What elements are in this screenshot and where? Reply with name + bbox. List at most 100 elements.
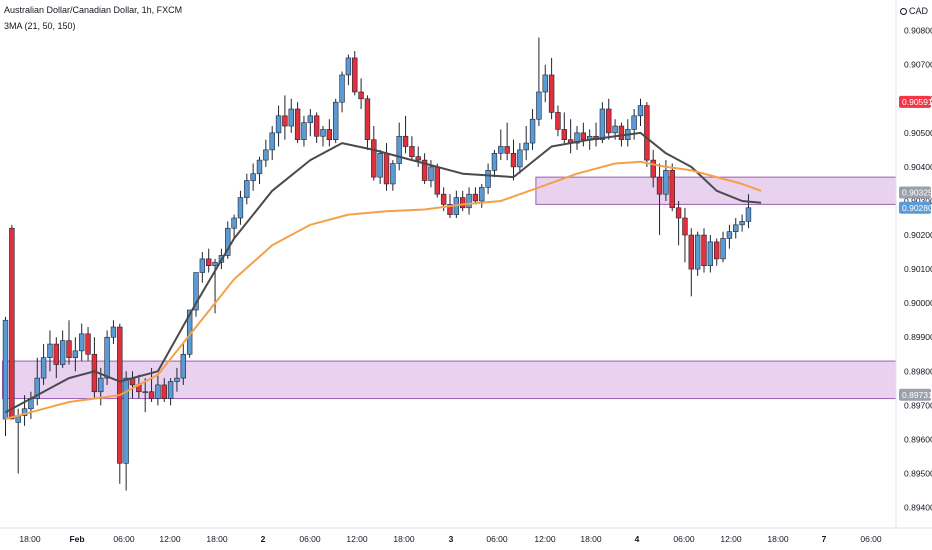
- candle-55: [352, 51, 358, 96]
- y-tick-label: 0.89800: [904, 366, 932, 376]
- candle-body: [491, 152, 498, 171]
- candle-body: [21, 408, 28, 416]
- candle-31: [199, 252, 206, 283]
- candle-63: [402, 115, 409, 154]
- candle-111: [707, 235, 714, 273]
- price-label-bg: [899, 201, 931, 214]
- time-axis[interactable]: 18:00 Feb 06:00 12:00 18:00 2 06:00 12:00 18:00 3…: [0, 527, 932, 550]
- candle-45: [288, 98, 294, 133]
- candle-109: [694, 231, 701, 276]
- candle-body: [574, 132, 580, 144]
- price-label-bg: [899, 95, 931, 108]
- candle-85: [542, 64, 548, 103]
- x-tick-label: Feb: [69, 534, 84, 544]
- candle-body: [244, 180, 250, 198]
- candle-32: [206, 248, 212, 273]
- candle-body: [415, 156, 421, 161]
- candle-88: [561, 112, 568, 144]
- candle-64: [409, 136, 415, 161]
- candle-51: [326, 119, 333, 147]
- candle-30: [193, 272, 199, 317]
- candle-99: [631, 109, 637, 140]
- price-label-text: 0.90591: [902, 97, 932, 107]
- candle-body: [332, 101, 339, 140]
- candle-body: [713, 241, 720, 260]
- y-tick-label: 0.89600: [904, 434, 932, 444]
- candle-41: [263, 139, 269, 167]
- price-axis[interactable]: 0.908000.907000.906000.905000.904000.903…: [895, 0, 932, 550]
- candle-body: [396, 135, 402, 164]
- candle-body: [612, 125, 618, 134]
- candle-40: [256, 156, 263, 184]
- candle-116: [739, 214, 745, 232]
- candle-68: [434, 163, 440, 198]
- candle-body: [739, 221, 745, 226]
- candle-body: [644, 105, 650, 161]
- candle-27: [174, 367, 180, 392]
- candle-body: [675, 207, 682, 219]
- x-tick-label: 06:00: [113, 534, 135, 544]
- candle-72: [459, 190, 466, 212]
- candle-body: [707, 241, 714, 267]
- price-label-text: 0.90280: [902, 203, 932, 213]
- candle-body: [301, 122, 307, 140]
- candle-body: [352, 57, 358, 93]
- candle-body: [155, 384, 161, 399]
- x-tick-label: 18:00: [206, 534, 228, 544]
- candle-body: [485, 170, 491, 188]
- candle-108: [688, 228, 695, 297]
- x-tick-label: 06:00: [299, 534, 321, 544]
- y-tick-label: 0.90200: [904, 230, 932, 240]
- x-tick-label: 12:00: [159, 534, 181, 544]
- candle-61: [390, 160, 396, 191]
- candle-8: [53, 337, 60, 379]
- candle-3: [21, 395, 28, 426]
- candle-body: [599, 108, 606, 140]
- candle-body: [523, 142, 529, 151]
- candle-57: [364, 95, 371, 150]
- indicator-legend[interactable]: 3MA (21, 50, 150): [4, 21, 76, 31]
- candle-66: [421, 153, 428, 184]
- y-tick-label: 0.90100: [904, 264, 932, 274]
- candle-65: [415, 146, 421, 167]
- price-label-0: 0.90591: [899, 95, 932, 108]
- time-axis-bg: [0, 528, 932, 550]
- candle-body: [428, 166, 434, 181]
- candle-body: [40, 357, 47, 379]
- x-tick-label: 18:00: [19, 534, 41, 544]
- candle-body: [745, 207, 752, 222]
- candle-93: [593, 122, 599, 147]
- candle-body: [98, 377, 104, 393]
- candle-body: [282, 115, 288, 127]
- candle-body: [459, 197, 466, 209]
- candle-body: [2, 319, 9, 420]
- candle-12: [79, 323, 85, 362]
- price-axis-bg: [896, 0, 932, 550]
- candle-body: [688, 234, 695, 270]
- y-tick-label: 0.89500: [904, 468, 932, 478]
- candle-body: [307, 115, 313, 123]
- candle-81: [517, 143, 523, 174]
- candle-body: [390, 163, 396, 185]
- candle-56: [358, 78, 364, 110]
- candle-body: [580, 132, 587, 140]
- candle-106: [675, 200, 682, 246]
- candle-77: [491, 149, 498, 178]
- price-label-3: 0.89731: [899, 388, 932, 401]
- candle-body: [256, 159, 263, 175]
- candle-body: [9, 227, 15, 420]
- candle-body: [263, 149, 269, 161]
- candle-body: [85, 333, 91, 355]
- candle-body: [447, 204, 453, 215]
- candle-17: [110, 320, 117, 345]
- candle-100: [637, 98, 644, 127]
- x-tick-label: 18:00: [393, 534, 415, 544]
- currency-selector[interactable]: CAD: [900, 6, 928, 16]
- candle-11: [72, 337, 79, 372]
- candle-1: [9, 224, 15, 420]
- candle-35: [225, 221, 231, 259]
- candle-body: [288, 108, 294, 127]
- candle-body: [517, 149, 523, 168]
- ma-line-1: [5, 160, 762, 420]
